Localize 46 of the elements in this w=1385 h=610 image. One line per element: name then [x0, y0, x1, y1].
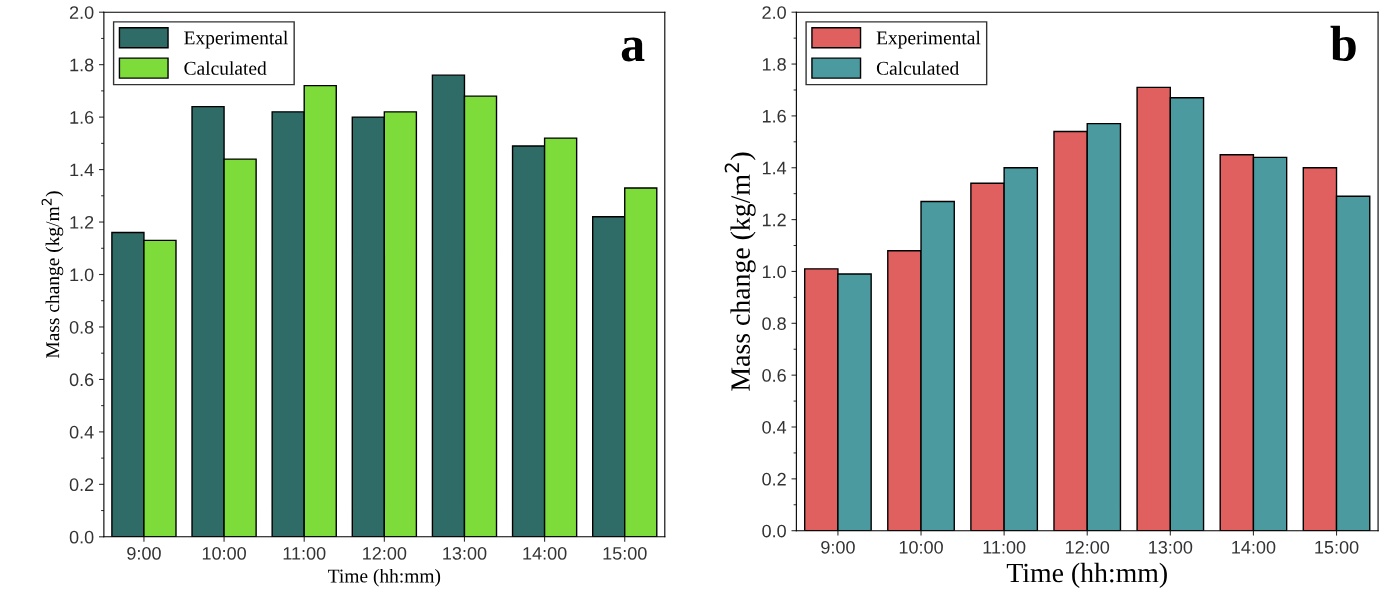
- y-tick-label: 1.2: [762, 213, 786, 227]
- x-tick-label: 10:00: [899, 540, 943, 554]
- y-tick-label: 0.4: [69, 425, 94, 439]
- y-tick-label: 1.4: [70, 163, 94, 177]
- y-tick-label: 1.8: [762, 57, 786, 71]
- legend-label: Calculated: [184, 61, 267, 75]
- y-tick-label: 0.2: [762, 472, 786, 486]
- x-tick-label: 9:00: [127, 547, 161, 560]
- y-tick-label: 0.0: [762, 524, 786, 538]
- y-tick-label: 0.8: [762, 317, 786, 331]
- y-tick-label: 0.4: [762, 420, 787, 434]
- y-tick-label: 0.2: [69, 478, 94, 492]
- y-tick-label: 0.6: [762, 369, 786, 382]
- y-tick-label: 1.0: [762, 265, 786, 279]
- x-tick-label: 14:00: [523, 547, 567, 560]
- x-tick-label: 10:00: [202, 547, 246, 560]
- x-tick-label: 14:00: [1232, 540, 1276, 554]
- y-tick-label: 1.6: [762, 109, 786, 123]
- y-tick-label: 1.4: [762, 161, 787, 175]
- y-tick-label: 1.6: [70, 111, 94, 124]
- x-tick-label: 9:00: [821, 540, 855, 554]
- legend-label: Experimental: [184, 30, 288, 49]
- y-tick-label: 1.8: [70, 58, 94, 72]
- y-tick-label: 0.0: [69, 530, 94, 544]
- x-tick-label: 13:00: [1149, 540, 1193, 554]
- annotation: a: [621, 37, 645, 62]
- annotation: b: [1330, 25, 1356, 62]
- y-tick-label: 2.0: [69, 6, 94, 19]
- y-tick-label: 1.2: [70, 215, 94, 229]
- x-axis-title: Time (hh:mm): [328, 568, 441, 587]
- y-tick-label: 2.0: [762, 6, 786, 19]
- y-tick-label: 1.0: [70, 268, 94, 282]
- x-tick-label: 12:00: [363, 547, 407, 560]
- x-tick-label: 12:00: [1066, 540, 1110, 554]
- x-tick-label: 15:00: [1315, 540, 1359, 554]
- y-tick-label: 0.8: [69, 320, 94, 334]
- legend-label: Calculated: [876, 61, 959, 75]
- legend-label: Experimental: [876, 30, 981, 49]
- x-tick-label: 15:00: [603, 547, 647, 560]
- y-axis-title: Mass change (kg/m$^{2}$): [41, 191, 64, 359]
- x-axis-title: Time (hh:mm): [1006, 562, 1167, 588]
- y-tick-label: 0.6: [69, 373, 94, 387]
- x-tick-label: 11:00: [283, 547, 326, 560]
- x-tick-label: 11:00: [983, 540, 1026, 554]
- x-tick-label: 13:00: [443, 547, 487, 560]
- y-axis-title: Mass change (kg/m$^{2}$): [724, 152, 756, 391]
